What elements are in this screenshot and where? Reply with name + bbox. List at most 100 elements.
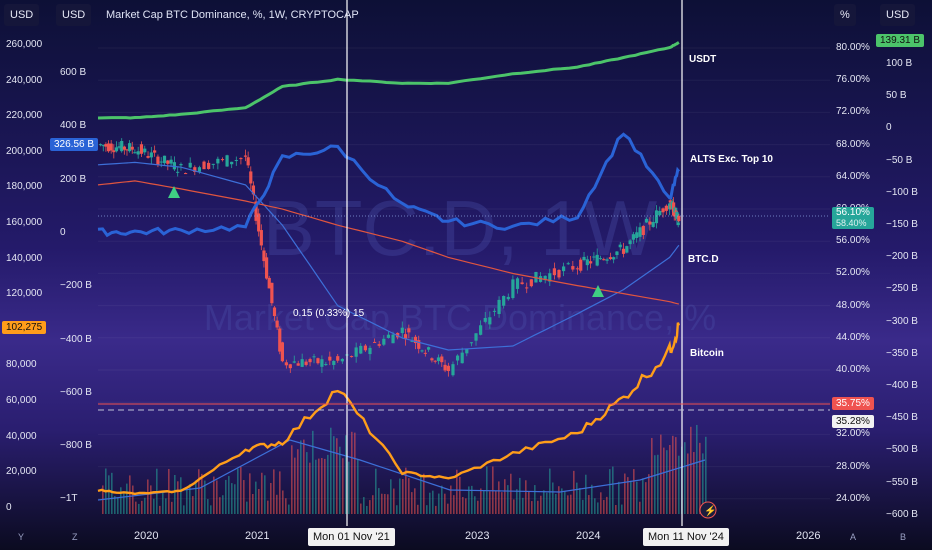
right-axis1-unit[interactable]: % [834,4,856,26]
volume-bar [375,468,377,514]
btcd-candle-100 [455,355,460,361]
btcd-candle-73 [349,356,354,358]
btcd-candle-43 [246,157,250,166]
btcd-candle-46 [254,201,258,221]
volume-bar [120,487,122,514]
volume-bar [255,481,257,514]
btcd-candle-27 [176,171,180,173]
btcd-candle-63 [308,359,312,363]
lightning-icon[interactable] [699,501,717,519]
volume-bar [423,473,425,514]
alts-cap-tag: 326.56 B [50,138,99,151]
label-btcd: BTC.D [688,254,719,265]
volume-bar [480,488,482,514]
left-axis2-tick-2: 200 B [60,173,87,185]
btcd-candle-135 [605,259,609,261]
btcd-candle-78 [373,341,377,343]
btcd-candle-102 [465,348,469,354]
volume-bar [453,495,455,514]
right-axis2-tick-5: −150 B [886,219,918,230]
btcd-candle-140 [621,248,626,254]
left-axis2-unit[interactable]: USD [56,4,92,26]
btcd-candle-105 [479,325,483,335]
volume-bar [678,455,680,514]
btcd-candle-77 [368,347,372,355]
white-level-tag: 35.28% [832,415,874,428]
left-axis1-unit[interactable]: USD [4,4,40,26]
btcd-candle-85 [403,334,408,340]
volume-bar [522,497,524,514]
volume-bar [144,497,146,514]
btcd-candle-103 [469,342,474,344]
volume-bar [204,480,206,514]
btcd-candle-50 [264,257,269,279]
volume-bar [135,501,137,514]
volume-bar [333,436,335,514]
corner-y[interactable]: Y [18,532,25,542]
volume-bar [153,498,155,514]
btcd-candle-96 [440,356,444,363]
x-tick-2024: 2024 [576,530,601,542]
volume-bar [585,474,587,514]
left-axis1-tick-10: 60,000 [6,395,37,406]
btcd-candle-57 [284,362,288,366]
btcd-candle-84 [400,327,404,334]
volume-bar [411,492,413,514]
volume-bar [189,484,191,514]
btcd-candle-7 [114,147,119,152]
label-usdt: USDT [689,54,717,65]
volume-bar [351,431,353,514]
volume-bar [312,430,314,514]
right-axis2-unit[interactable]: USD [880,4,916,26]
left-axis1-tick-13: 0 [6,501,12,513]
btcd-candle-54 [275,320,279,328]
volume-bar [471,485,473,514]
volume-bar [501,492,503,514]
volume-bar [609,469,611,514]
volume-bar [117,497,119,514]
btcd-candle-119 [543,275,547,281]
btcd-candle-138 [615,251,619,256]
volume-bar [636,481,638,514]
btcd-candle-99 [451,364,455,376]
left-axis1-tick-0: 260,000 [6,39,43,50]
volume-bar [336,438,338,514]
volume-bar [192,496,194,514]
volume-bar [282,490,284,514]
corner-a[interactable]: A [850,532,857,542]
left-axis1-tick-5: 160,000 [6,217,43,228]
left-axis1-tick-3: 200,000 [6,145,43,157]
volume-bar [309,462,311,514]
volume-bar [306,452,308,514]
volume-bar [513,499,515,514]
btcd-candle-86 [407,328,411,333]
btcd-candle-24 [166,160,170,164]
btcd-candle-40 [234,160,238,162]
btcd-candle-10 [122,146,126,150]
btcd-candle-97 [443,364,447,371]
volume-bar [459,476,461,514]
btcd-candle-74 [354,347,358,357]
btcd-candle-17 [143,148,147,153]
volume-bar [258,489,260,514]
btcd-candle-37 [220,159,225,161]
volume-bar [510,473,512,514]
btcd-candle-25 [169,159,173,164]
btcd-candle-33 [202,161,206,170]
btcd-candle-94 [433,360,437,362]
volume-bar [393,488,395,514]
btcd-candle-151 [658,210,662,216]
corner-z[interactable]: Z [72,532,78,542]
left-axis2-tick-5: −400 B [60,333,92,345]
btcd-candle-32 [197,167,202,172]
right-axis1-tick-3: 68.00% [836,138,870,150]
btcd-candle-60 [296,363,300,366]
btcd-candle-132 [595,254,599,266]
volume-bar [348,461,350,514]
corner-b[interactable]: B [900,532,907,542]
volume-bar [318,458,320,514]
volume-bar [276,494,278,514]
left-axis2-tick-1: 400 B [60,120,87,132]
volume-bar [699,442,701,514]
volume-bar [504,479,506,514]
